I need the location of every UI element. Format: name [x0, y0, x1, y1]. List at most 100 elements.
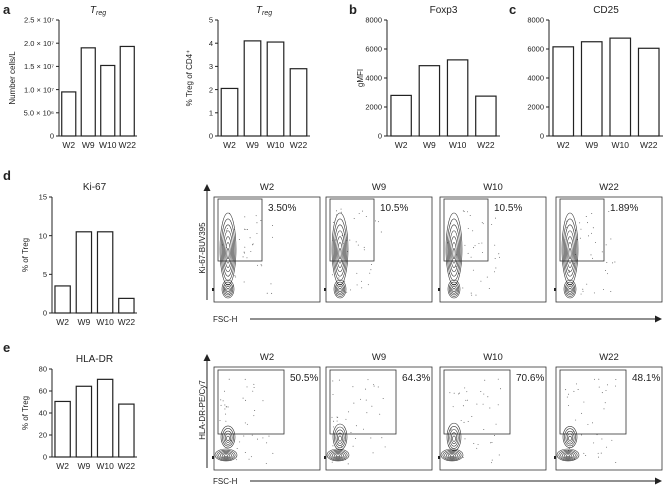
flow-plot-W2: W2 50.5%: [212, 352, 321, 471]
event-dot: [593, 442, 595, 444]
event-dot: [587, 222, 588, 224]
event-dot: [581, 434, 582, 436]
event-dot: [474, 245, 476, 247]
event-dot: [352, 445, 354, 447]
event-dot: [369, 272, 371, 274]
event-dot: [256, 232, 258, 234]
event-dot: [331, 416, 333, 418]
event-dot: [582, 290, 584, 292]
event-dot: [582, 288, 584, 290]
event-dot: [245, 399, 247, 401]
event-dot: [270, 283, 272, 285]
axis-marker: [438, 456, 440, 459]
event-dot: [335, 239, 336, 241]
axis-marker: [554, 288, 556, 291]
x-tick-label: W9: [246, 140, 259, 150]
gate-percentage: 10.5%: [494, 203, 522, 214]
event-dot: [494, 271, 495, 273]
event-dot: [449, 429, 451, 431]
population-contour: [338, 248, 342, 260]
event-dot: [336, 420, 338, 422]
event-dot: [489, 407, 491, 409]
event-dot: [265, 463, 267, 465]
bar-W10: [266, 41, 285, 137]
event-dot: [222, 400, 224, 402]
event-dot: [471, 294, 473, 296]
event-dot: [363, 428, 364, 430]
event-dot: [596, 434, 598, 436]
population-contour: [450, 283, 458, 296]
event-dot: [575, 229, 577, 231]
event-dot: [371, 405, 373, 407]
bar-chart-3: 0 2000 4000 6000 8000 W2 W9 W10 W22 CD25: [527, 5, 663, 150]
x-arrow-head: [655, 477, 662, 485]
population-contour: [563, 224, 577, 277]
population-contour: [333, 279, 347, 299]
event-dot: [477, 444, 479, 445]
y-tick-label: 2000: [527, 103, 544, 112]
event-dot: [597, 452, 599, 454]
event-dot: [230, 440, 232, 442]
event-dot: [575, 419, 577, 421]
event-dot: [463, 421, 465, 423]
event-dot: [606, 446, 607, 448]
bar-W10: [96, 231, 114, 314]
event-dot: [568, 404, 570, 406]
x-tick-label: W22: [640, 140, 658, 150]
event-dot: [332, 274, 333, 276]
event-dot: [225, 229, 227, 231]
population-contour: [224, 236, 232, 268]
event-dot: [491, 224, 493, 225]
x-tick-label: W2: [56, 317, 69, 327]
plot-frame: [213, 196, 321, 303]
flow-plot-W2: W2 3.50%: [212, 182, 321, 303]
bar-W22: [119, 45, 135, 137]
y-tick-label: 1.5 × 10⁷: [24, 62, 54, 71]
event-dot: [348, 411, 350, 413]
population-contour: [222, 428, 234, 447]
bar-W22: [637, 47, 660, 137]
panel-letter-d: d: [3, 168, 11, 183]
event-dot: [480, 390, 482, 392]
event-dot: [365, 399, 367, 401]
y-tick-label: 10: [39, 231, 47, 240]
y-tick-label: 40: [39, 409, 47, 418]
population-contour: [562, 218, 578, 281]
event-dot: [497, 404, 499, 406]
panel-letter-b: b: [349, 2, 357, 17]
event-dot: [347, 463, 349, 465]
population-contour: [450, 236, 458, 268]
event-dot: [382, 397, 384, 399]
event-dot: [598, 378, 600, 380]
event-dot: [460, 420, 462, 421]
population-contour: [223, 430, 233, 445]
x-tick-label: W10: [96, 317, 114, 327]
population-contour: [332, 423, 348, 451]
event-dot: [494, 258, 496, 259]
flow-plot-title: W10: [483, 182, 503, 193]
event-dot: [333, 420, 335, 422]
event-dot: [466, 399, 468, 401]
event-dot: [491, 459, 493, 461]
event-dot: [603, 408, 605, 410]
population-contour: [452, 287, 456, 293]
y-tick-label: 2: [209, 85, 213, 94]
event-dot: [601, 392, 603, 394]
population-contour: [565, 230, 575, 273]
y-tick-label: 0: [50, 132, 54, 141]
event-dot: [598, 456, 599, 458]
event-dot: [592, 227, 594, 229]
event-dot: [566, 220, 568, 222]
event-dot: [244, 216, 246, 218]
chart-title-3: CD25: [593, 5, 619, 16]
flow-plot-title: W22: [599, 352, 619, 363]
bar-W22: [475, 95, 497, 137]
population-contour: [326, 448, 350, 462]
population-contour: [220, 452, 232, 459]
population-contour: [444, 450, 460, 460]
bar-W22: [118, 297, 135, 314]
event-dot: [572, 445, 574, 447]
population-contour: [560, 450, 576, 460]
plot-frame: [555, 196, 663, 303]
event-dot: [615, 462, 617, 464]
